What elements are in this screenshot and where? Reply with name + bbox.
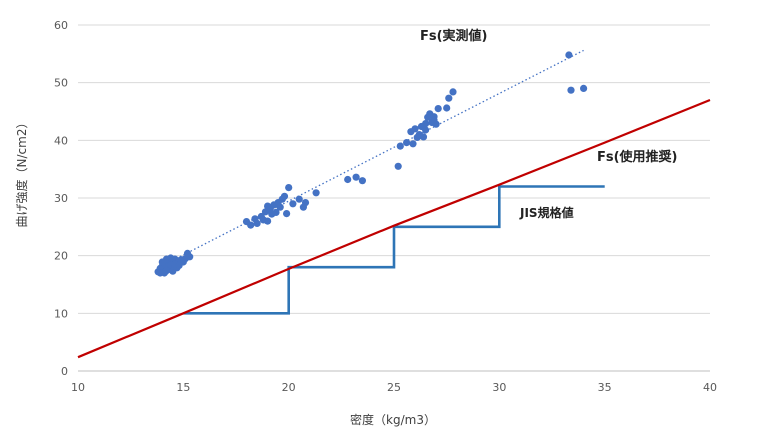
measured-point-37 [264, 217, 272, 225]
measured-trend-line [172, 49, 584, 261]
measured-point-55 [352, 173, 360, 181]
x-tick-20: 20 [282, 381, 296, 394]
measured-point-76 [449, 88, 457, 96]
y-tick-30: 30 [54, 192, 68, 205]
measured-point-22 [186, 253, 194, 261]
y-tick-labels: 0 10 20 30 40 50 60 [54, 19, 68, 378]
annotations: Fs(実測値) Fs(使用推奨) JIS規格値 [420, 28, 678, 220]
measured-point-62 [411, 125, 419, 133]
jis-standard-step-line [183, 185, 605, 315]
measured-point-41 [272, 208, 280, 216]
x-tick-25: 25 [387, 381, 401, 394]
measured-point-72 [432, 120, 440, 128]
x-tick-30: 30 [492, 381, 506, 394]
gridlines [78, 24, 710, 372]
measured-point-67 [422, 120, 430, 128]
measured-point-78 [430, 113, 438, 121]
measured-point-49 [295, 195, 303, 203]
measured-point-58 [396, 142, 404, 150]
measured-point-66 [419, 133, 428, 141]
measured-point-26 [158, 258, 166, 266]
measured-point-52 [312, 189, 320, 197]
recommended-strength-line [77, 98, 711, 359]
y-tick-0: 0 [61, 365, 68, 378]
measured-point-33 [253, 219, 261, 227]
x-tick-10: 10 [71, 381, 85, 394]
y-tick-10: 10 [54, 307, 68, 320]
y-tick-20: 20 [54, 250, 68, 263]
measured-point-28 [156, 269, 164, 277]
measured-point-48 [289, 200, 297, 208]
measured-point-45 [280, 192, 289, 200]
measured-point-79 [565, 51, 573, 59]
y-tick-50: 50 [54, 77, 68, 90]
y-tick-60: 60 [54, 19, 68, 32]
measured-point-54 [344, 175, 352, 184]
measured-point-81 [580, 84, 588, 92]
x-tick-labels: 10 15 20 25 30 35 40 [71, 381, 717, 394]
measured-point-61 [409, 140, 417, 148]
annotation-measured: Fs(実測値) [420, 28, 488, 44]
measured-point-29 [175, 261, 183, 270]
x-tick-40: 40 [703, 381, 717, 394]
measured-point-74 [443, 104, 451, 112]
y-axis-title: 曲げ強度（N/cm2） [14, 117, 29, 228]
measured-point-73 [434, 105, 442, 113]
measured-point-56 [358, 177, 366, 185]
measured-point-59 [403, 139, 411, 147]
measured-point-51 [301, 199, 310, 207]
x-tick-35: 35 [598, 381, 612, 394]
y-tick-40: 40 [54, 134, 68, 147]
measured-point-24 [167, 254, 175, 262]
measured-point-80 [567, 86, 575, 94]
measured-point-53 [264, 202, 272, 210]
series [77, 49, 711, 359]
measured-point-31 [247, 221, 255, 229]
annotation-jis: JIS規格値 [519, 205, 574, 220]
annotation-recommended: Fs(使用推奨) [597, 149, 678, 165]
measured-point-75 [445, 94, 453, 102]
measured-point-77 [422, 126, 430, 134]
measured-point-57 [394, 162, 402, 170]
x-tick-15: 15 [176, 381, 190, 394]
x-axis-title: 密度（kg/m3） [350, 412, 436, 427]
measured-point-47 [285, 184, 293, 192]
measured-point-46 [283, 210, 291, 218]
measured-point-43 [276, 203, 284, 211]
